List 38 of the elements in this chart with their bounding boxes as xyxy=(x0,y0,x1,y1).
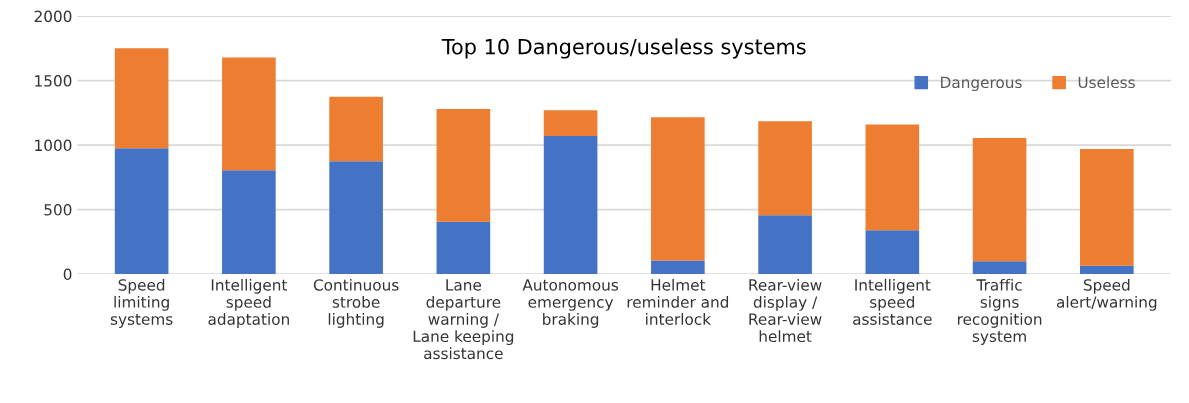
x-tick-label: Helmet reminder and interlock xyxy=(627,278,729,325)
bar xyxy=(329,96,383,162)
bar xyxy=(543,110,598,137)
bar xyxy=(865,124,920,231)
bar xyxy=(222,57,276,171)
x-tick-label: Speed limiting systems xyxy=(110,278,173,328)
bar xyxy=(758,121,812,216)
bar xyxy=(865,230,920,275)
bar xyxy=(114,48,169,149)
bar xyxy=(436,108,491,222)
bar xyxy=(972,137,1027,262)
bar xyxy=(329,161,383,275)
x-tick-label: Autonomous emergency braking xyxy=(522,279,619,328)
bar xyxy=(758,215,812,275)
bar xyxy=(222,170,276,275)
y-tick-label: 2000 xyxy=(34,10,72,23)
bar xyxy=(1080,265,1134,275)
bar xyxy=(436,221,491,275)
bar xyxy=(972,261,1027,275)
y-tick-label: 1000 xyxy=(35,139,72,152)
legend-label: Useless xyxy=(1078,76,1135,89)
text: Top 10 Dangerous/useless systems xyxy=(441,38,806,59)
bar xyxy=(1080,148,1134,266)
y-tick-label: 0 xyxy=(63,268,72,281)
x-tick-label: Rear-view display / Rear-view helmet xyxy=(749,278,822,343)
x-tick-label: Speed alert/warning xyxy=(1056,278,1157,311)
bar xyxy=(114,148,169,275)
bar xyxy=(543,136,598,275)
x-tick-label: Lane departure warning / Lane keeping assistance xyxy=(413,279,514,360)
x-tick-label: Intelligent speed adaptation xyxy=(208,278,289,328)
legend-label: Dangerous xyxy=(941,76,1022,92)
bar xyxy=(651,260,705,275)
y-tick-label: 1500 xyxy=(35,75,72,87)
bar xyxy=(651,117,705,261)
x-tick-label: Traffic signs recognition system xyxy=(957,278,1042,346)
x-tick-label: Intelligent speed assistance xyxy=(853,278,932,325)
y-tick-label: 500 xyxy=(44,204,72,216)
x-tick-label: Continuous strobe lighting xyxy=(313,278,399,328)
